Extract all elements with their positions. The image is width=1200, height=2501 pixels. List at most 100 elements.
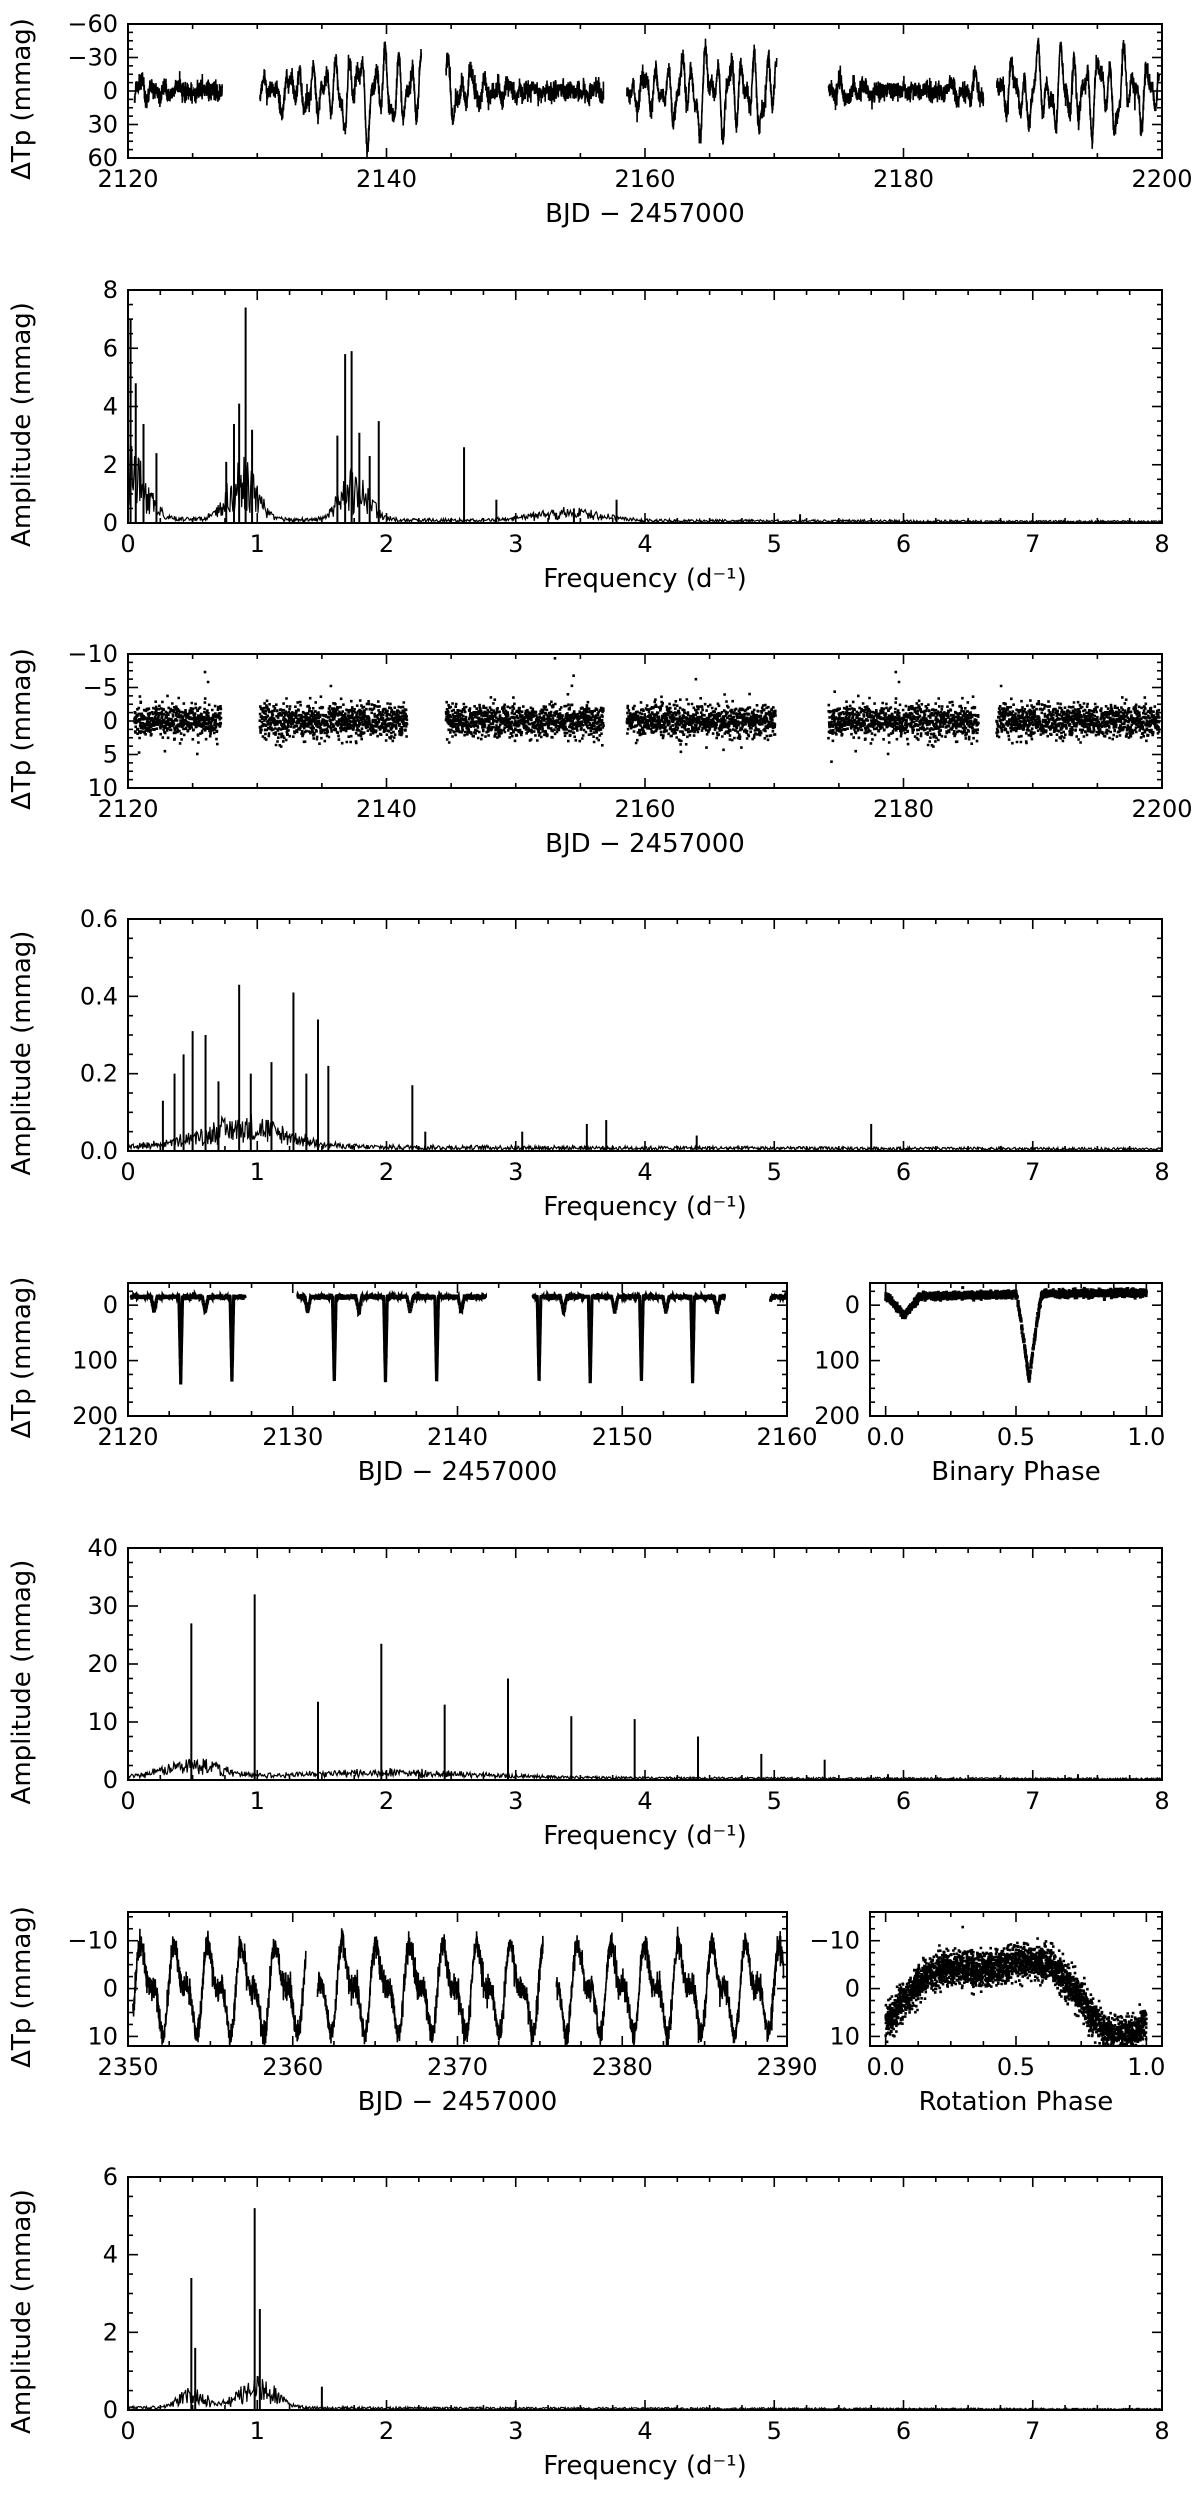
plot-area-ft2 [128,984,1162,1151]
x-tick-label: 0.5 [997,1423,1035,1451]
axes-frame-ft4 [127,2176,1163,2411]
x-tick-label: 2180 [873,795,934,823]
y-tick-label: 0.2 [80,1060,118,1088]
lightcurve-lc3 [129,1288,787,1385]
x-tick-label: 8 [1154,530,1169,558]
y-axis-label: Amplitude (mmag) [7,302,37,547]
y-tick-label: −10 [67,640,118,668]
panel-ph2: 0.0 0.5 1.0 −10 0 10 Rotation Phase [809,1911,1165,2117]
ticks-ph1 [870,1283,1162,1417]
x-axis-label: Frequency (d⁻¹) [543,1192,747,1222]
x-tick-label: 1 [250,1787,265,1815]
x-tick-label: 2 [379,1787,394,1815]
x-tick-label: 2120 [97,1423,158,1451]
lightcurve-lc4 [132,1926,785,2046]
y-tick-label: 0 [845,1975,860,2003]
panel-ft4: 0 1 2 3 4 5 6 7 8 0 2 4 6 Frequency (d⁻¹) Amplitude (m… [7,2163,1170,2481]
x-tick-label: 2120 [97,795,158,823]
y-axis-label: ΔTp (mmag) [7,18,37,180]
x-tick-label: 2390 [756,2053,817,2081]
x-tick-label: 2 [379,530,394,558]
x-tick-label: 0 [120,530,135,558]
ticks-lc3 [127,1283,788,1417]
panel-lc1: 2120 2140 2160 2180 2200 −60 −30 0 30 60 BJD − 245… [7,10,1193,229]
plot-area-lc3 [129,1288,787,1385]
x-tick-label: 2200 [1131,795,1192,823]
axes-frame-lc3 [127,1282,788,1417]
x-tick-label: 0.5 [997,2053,1035,2081]
y-axis-label: ΔTp (mmag) [7,1906,37,2068]
y-tick-label: 0 [103,77,118,105]
x-tick-label: 4 [637,1787,652,1815]
x-tick-label: 2380 [592,2053,653,2081]
x-axis-label: BJD − 2457000 [358,2087,558,2117]
y-tick-label: 10 [829,2022,860,2050]
x-tick-label: 6 [896,1158,911,1186]
x-tick-label: 2360 [262,2053,323,2081]
x-tick-label: 5 [767,1787,782,1815]
axes-frame-lc1 [127,23,1163,159]
y-tick-label: 30 [87,111,118,139]
y-axis-label: Amplitude (mmag) [7,1560,37,1805]
x-tick-label: 7 [1025,1787,1040,1815]
x-tick-label: 0 [120,1158,135,1186]
x-tick-label: 4 [637,1158,652,1186]
plot-area-ph1 [884,1286,1148,1383]
y-tick-label: −30 [67,44,118,72]
x-tick-label: 2160 [756,1423,817,1451]
phase-curve-ph2 [884,1925,1148,2046]
x-axis-label: BJD − 2457000 [545,829,745,859]
axes-frame-ft3 [127,1547,1163,1781]
plot-area-lc1 [133,37,1161,158]
spectrum-line-ft1 [128,444,1162,523]
y-tick-label: −60 [67,10,118,38]
x-tick-label: 2 [379,1158,394,1186]
x-tick-label: 5 [767,530,782,558]
x-tick-label: 2160 [614,795,675,823]
x-tick-label: 7 [1025,1158,1040,1186]
x-tick-label: 6 [896,1787,911,1815]
y-axis-label: Amplitude (mmag) [7,931,37,1176]
x-axis-label: BJD − 2457000 [545,199,745,229]
plot-area-ft3 [128,1594,1162,1780]
lightcurve-lc1 [133,37,1161,158]
panel-ft1: 0 1 2 3 4 5 6 7 8 0 2 4 6 8 Frequency (d⁻¹) Amplitude (… [7,276,1170,594]
axes-frame-ft2 [127,918,1163,1152]
y-tick-label: 0.6 [80,905,118,933]
y-tick-label: 60 [87,144,118,172]
y-tick-label: 40 [87,1534,118,1562]
x-tick-label: 2200 [1131,165,1192,193]
x-tick-label: 0.0 [867,1423,905,1451]
y-tick-label: 200 [814,1402,860,1430]
x-tick-label: 2130 [262,1423,323,1451]
x-tick-label: 1 [250,1158,265,1186]
y-tick-label: 6 [103,334,118,362]
x-tick-label: 8 [1154,1787,1169,1815]
panel-lc4: 2350 2360 2370 2380 2390 −10 0 10 BJD − 2457000 Δ… [7,1906,818,2117]
x-tick-label: 6 [896,530,911,558]
y-axis-label: ΔTp (mmag) [7,1277,37,1439]
y-tick-label: 10 [87,774,118,802]
x-tick-label: 5 [767,1158,782,1186]
y-tick-label: 0 [103,1291,118,1319]
y-axis-label: Amplitude (mmag) [7,2189,37,2434]
y-tick-label: 0 [103,707,118,735]
y-tick-label: 0 [103,1975,118,2003]
x-tick-label: 0 [120,1787,135,1815]
y-tick-label: 4 [103,2241,118,2269]
y-tick-label: 0.0 [80,1137,118,1165]
x-axis-label: Frequency (d⁻¹) [543,564,747,594]
x-axis-label: Binary Phase [931,1457,1100,1487]
x-tick-label: 2140 [427,1423,488,1451]
x-tick-label: 4 [637,2417,652,2445]
y-tick-label: −5 [83,674,118,702]
x-axis-label: Frequency (d⁻¹) [543,1821,747,1851]
y-tick-label: −10 [809,1927,860,1955]
x-tick-label: 5 [767,2417,782,2445]
x-axis-label: Rotation Phase [919,2087,1114,2117]
phase-curve-ph1 [884,1286,1148,1383]
panel-lc2: 2120 2140 2160 2180 2200 −10 −5 0 5 10 BJD − 24570… [7,640,1193,859]
y-tick-label: 200 [72,1402,118,1430]
x-tick-label: 2180 [873,165,934,193]
